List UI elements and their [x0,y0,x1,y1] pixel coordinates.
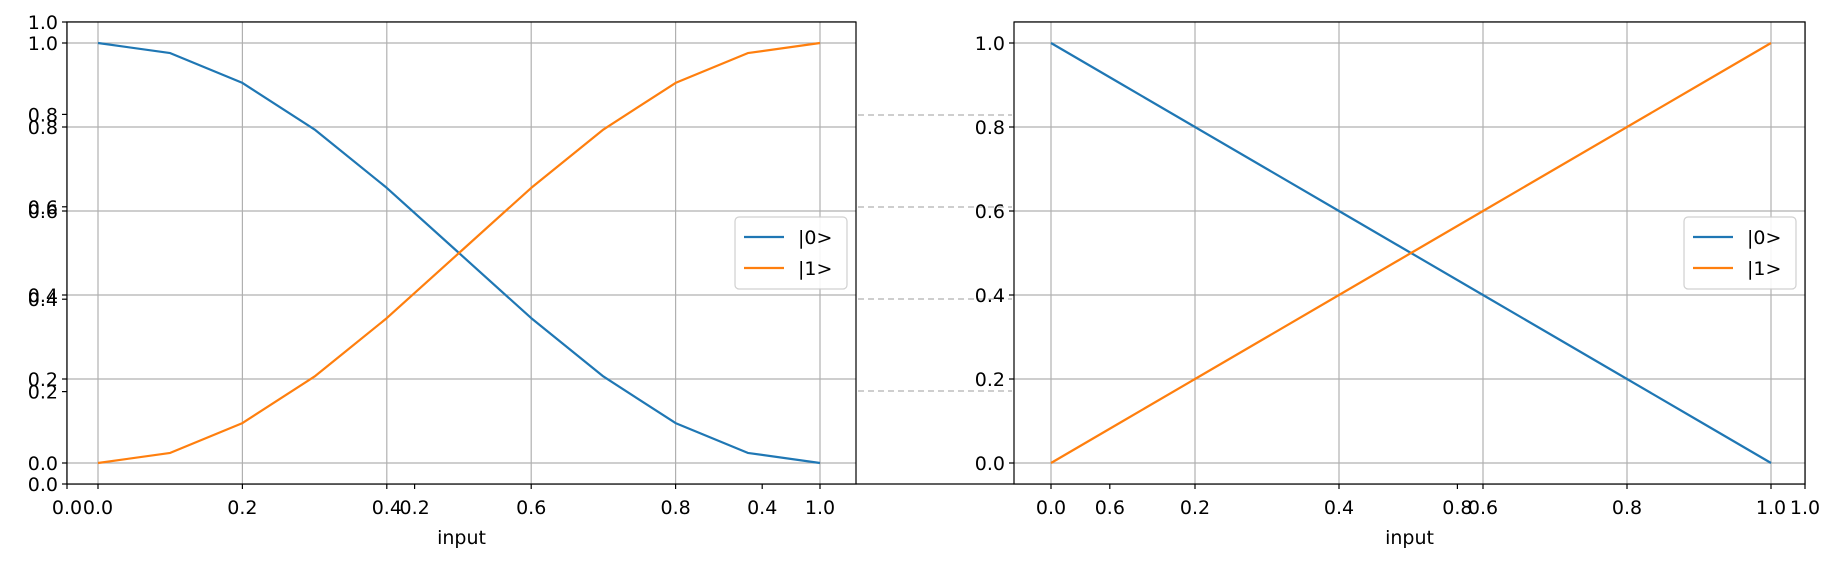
right-chart-panel: 0.00.20.40.60.81.00.0 0.2 0.4 0.6 0.8 1.0inpu… [975,21,1806,549]
y-tick-label: 0.0 [975,453,1005,475]
y-tick-label: 0.8 [975,117,1005,139]
background-y-tick-label: 0.2 [28,382,58,404]
background-x-tick-label: 0.0 [52,497,82,519]
axes-frame [66,21,857,485]
background-y-tick-label: 0.4 [28,289,58,311]
x-tick-label: 0.6 [516,497,546,519]
plot-area [67,22,856,484]
y-tick-label: 1.0 [975,33,1005,55]
y-tick-label: 0.4 [28,285,58,307]
x-axis-label: input [437,527,486,549]
background-x-tick-label: 0.4 [747,497,777,519]
background-y-tick-label: 0.8 [28,104,58,126]
legend-label: |0> [1747,227,1781,249]
y-tick-label: 1.0 [28,33,58,55]
background-y-tick-label: 1.0 [28,12,58,34]
background-y-tick-label: 0.0 [28,474,58,496]
background-x-tick-label: 1.0 [1790,497,1820,519]
x-tick-label: 0.0 [83,497,113,519]
y-tick-label: 0.0 [28,453,58,475]
x-axis-label: input [1385,527,1434,549]
x-tick-label: 0.6 [1468,497,1498,519]
x-tick-label: 0.2 [227,497,257,519]
legend-label: |0> [798,227,832,249]
x-tick-label: 0.8 [1612,497,1642,519]
x-tick-label: 1.0 [1756,497,1786,519]
x-tick-label: 0.4 [1324,497,1354,519]
y-tick-label: 0.2 [975,369,1005,391]
x-tick-label: 0.4 [372,497,402,519]
background-x-tick-label: 0.2 [399,497,429,519]
legend: |0>|1> [1683,216,1797,290]
series-line-state1 [97,41,821,465]
y-tick-label: 0.4 [975,285,1005,307]
legend-frame [734,216,848,290]
y-tick-label: 0.8 [28,117,58,139]
background-x-tick-label: 0.8 [1442,497,1472,519]
background-x-tick-label: 0.6 [1095,497,1125,519]
legend: |0>|1> [734,216,848,290]
left-chart-panel: 0.00.20.40.60.81.00.0 0.2 0.4 0.6 0.8 1.0inpu… [28,21,857,549]
x-tick-label: 0.0 [1036,497,1066,519]
panel-gap-fill [856,17,1014,485]
x-tick-label: 1.0 [805,497,835,519]
x-tick-label: 0.8 [660,497,690,519]
background-y-tick-label: 0.6 [28,197,58,219]
y-tick-label: 0.6 [975,201,1005,223]
x-tick-label: 0.2 [1180,497,1210,519]
legend-frame [1683,216,1797,290]
panel-gap [856,17,1014,485]
y-tick-label: 0.2 [28,369,58,391]
axes-frame [1013,21,1806,485]
legend-label: |1> [798,258,832,280]
y-tick-label: 0.6 [28,201,58,223]
legend-label: |1> [1747,258,1781,280]
series-line-state1 [1050,42,1772,464]
